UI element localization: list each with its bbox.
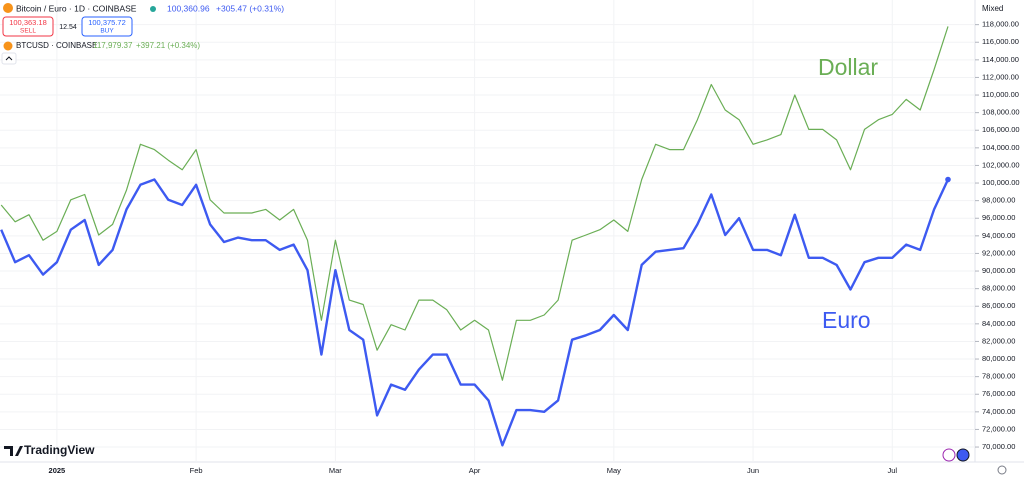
sell-button[interactable]	[2, 16, 54, 37]
coin-icon	[3, 3, 13, 13]
x-tick-label: Apr	[469, 466, 481, 475]
y-tick-label: 94,000.00	[982, 231, 1015, 240]
annotation: Dollar	[818, 54, 878, 80]
x-tick-label: Jul	[888, 466, 898, 475]
last-point	[945, 176, 951, 183]
series-icon[interactable]	[956, 448, 970, 462]
y-tick-label: 108,000.00	[982, 108, 1020, 117]
buy-label: BUY	[100, 28, 114, 35]
y-tick-label: 114,000.00	[982, 55, 1019, 64]
y-tick-label: 86,000.00	[982, 301, 1015, 310]
brand-logo	[4, 446, 23, 456]
buy-button[interactable]	[81, 16, 133, 37]
y-tick-label: 84,000.00	[982, 319, 1015, 328]
y-tick-label: 82,000.00	[982, 336, 1015, 345]
compare-change: +397.21 (+0.34%)	[136, 41, 200, 50]
alert-icon[interactable]	[942, 448, 956, 462]
y-tick-label: 90,000.00	[982, 266, 1015, 275]
annotation: Euro	[822, 307, 871, 333]
x-tick-label: May	[607, 466, 621, 475]
y-tick-label: 106,000.00	[982, 125, 1020, 134]
y-tick-label: 118,000.00	[982, 20, 1019, 29]
sell-label: SELL	[20, 28, 36, 35]
series-line	[0, 26, 949, 381]
y-tick-label: 78,000.00	[982, 372, 1015, 381]
y-tick-label: 96,000.00	[982, 213, 1015, 222]
plot	[0, 0, 975, 462]
symbol: Bitcoin / Euro · 1D · COINBASE	[16, 3, 137, 13]
scale-mode[interactable]: Mixed	[982, 4, 1003, 13]
y-tick-label: 116,000.00	[982, 37, 1019, 46]
price: 100,360.96	[167, 3, 210, 13]
y-tick-label: 92,000.00	[982, 248, 1015, 257]
y-tick-label: 102,000.00	[982, 160, 1020, 169]
coin-icon	[3, 41, 13, 51]
status-dot	[150, 6, 156, 12]
y-tick-label: 76,000.00	[982, 389, 1015, 398]
y-tick-label: 112,000.00	[982, 72, 1019, 81]
y-tick-label: 100,000.00	[982, 178, 1020, 187]
compare-price: 117,979.37	[93, 41, 133, 50]
chevron	[5, 56, 13, 61]
x-tick-label: Jun	[747, 466, 759, 475]
series-line	[0, 178, 950, 447]
y-tick-label: 74,000.00	[982, 407, 1015, 416]
y-tick-label: 80,000.00	[982, 354, 1015, 363]
settings-icon[interactable]	[997, 465, 1007, 475]
compare-symbol: BTCUSD · COINBASE	[16, 41, 97, 50]
spread: 12.54	[59, 24, 77, 31]
y-tick-label: 110,000.00	[982, 90, 1019, 99]
y-tick-label: 104,000.00	[982, 143, 1020, 152]
x-tick-label: 2025	[49, 466, 66, 475]
y-tick-label: 98,000.00	[982, 196, 1015, 205]
change: +305.47 (+0.31%)	[216, 3, 284, 13]
collapse-button[interactable]	[1, 52, 17, 65]
brand: TradingView	[24, 443, 95, 457]
sell-price: 100,363.18	[9, 18, 47, 27]
y-tick-label: 72,000.00	[982, 424, 1015, 433]
buy-price: 100,375.72	[88, 18, 126, 27]
y-tick-label: 88,000.00	[982, 284, 1015, 293]
x-tick-label: Mar	[329, 466, 342, 475]
y-tick-label: 70,000.00	[982, 442, 1015, 451]
x-tick-label: Feb	[190, 466, 203, 475]
